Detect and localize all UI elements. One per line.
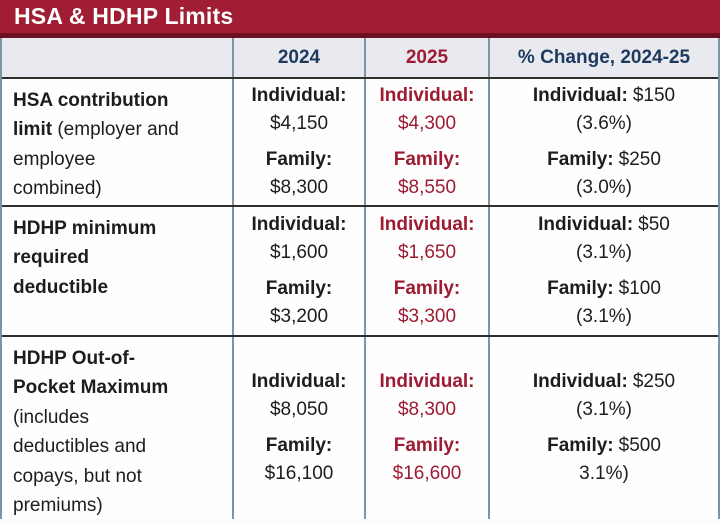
family-change-amount: $100 [618,277,661,299]
individual-label: Individual: [532,84,628,106]
cell-change-deductible: Individual: $50 (3.1%) Family: $100 (3.1%) [488,207,718,335]
family-pair: Family: $3,200 [266,275,333,332]
family-change-line: Family: $100 [547,275,661,304]
table-title: HSA & HDHP Limits [14,3,234,29]
family-label: Family: [265,434,333,456]
cell-2024-deductible: Individual: $1,600 Family: $3,200 [232,207,364,335]
table-row-hdhp-oop-max: HDHP Out-of- Pocket Maximum (includes de… [2,335,718,519]
individual-change-pct: (3.1%) [576,242,632,263]
individual-label: Individual: [251,84,347,106]
individual-change-line: Individual: $250 [533,368,675,397]
family-change-amount: $250 [618,148,661,170]
individual-pair: Individual: $1,650 [380,211,475,268]
individual-change: Individual: $150 (3.6%) [533,82,675,139]
individual-change-amount: $50 [638,213,670,235]
family-change-line: Family: $500 [547,432,661,461]
individual-value: $4,150 [269,113,329,134]
family-label: Family: [547,434,614,456]
row-label-hdhp-oop-max: HDHP Out-of- Pocket Maximum (includes de… [2,337,232,519]
family-value: $3,200 [269,306,329,327]
cell-2024-oop: Individual: $8,050 Family: $16,100 [232,337,364,519]
limits-table: 2024 2025 % Change, 2024-25 HSA contribu… [0,38,720,519]
family-label: Family: [547,148,614,170]
cell-2025-oop: Individual: $8,300 Family: $16,600 [364,337,488,519]
family-change-pct: (3.1%) [576,306,632,327]
individual-change-pct: (3.1%) [576,399,632,420]
family-value: $8,300 [269,177,329,198]
family-change: Family: $500 3.1%) [547,432,661,489]
individual-change-line: Individual: $50 [538,211,670,240]
family-label: Family: [265,148,333,170]
individual-value: $1,650 [397,242,457,263]
family-pair: Family: $3,300 [394,275,461,332]
individual-pair: Individual: $4,150 [252,82,347,139]
family-change-line: Family: $250 [547,146,661,175]
individual-label: Individual: [379,213,475,235]
cell-change-hsa: Individual: $150 (3.6%) Family: $250 (3.0%… [488,79,718,205]
row-label-bold: HDHP Out-of- Pocket Maximum [13,348,169,399]
family-label: Family: [393,434,461,456]
row-label-bold: HSA contribution limit [13,90,169,141]
individual-pair: Individual: $1,600 [252,211,347,268]
row-label-hsa-contribution: HSA contribution limit (employer and emp… [2,79,232,205]
header-cell-label [2,38,232,77]
table-row-hdhp-deductible: HDHP minimum required deductible Individ… [2,205,718,335]
individual-label: Individual: [538,213,634,235]
individual-label: Individual: [532,370,628,392]
individual-label: Individual: [251,213,347,235]
family-value: $8,550 [397,177,457,198]
family-value: $16,100 [264,463,334,484]
family-pair: Family: $8,300 [266,146,333,203]
individual-label: Individual: [379,370,475,392]
family-pair: Family: $16,100 [265,432,334,489]
table-header-row: 2024 2025 % Change, 2024-25 [2,38,718,79]
individual-pair: Individual: $8,300 [380,368,475,425]
family-label: Family: [547,277,614,299]
cell-2024-hsa: Individual: $4,150 Family: $8,300 [232,79,364,205]
individual-value: $1,600 [269,242,329,263]
row-label-hdhp-deductible: HDHP minimum required deductible [2,207,232,335]
individual-change-pct: (3.6%) [576,113,632,134]
family-label: Family: [265,277,333,299]
header-cell-change: % Change, 2024-25 [488,38,718,77]
family-change: Family: $100 (3.1%) [547,275,661,332]
family-change-pct: (3.0%) [576,177,632,198]
individual-change-amount: $250 [632,370,676,392]
individual-label: Individual: [379,84,475,106]
individual-value: $8,300 [397,399,457,420]
cell-2025-hsa: Individual: $4,300 Family: $8,550 [364,79,488,205]
individual-change: Individual: $250 (3.1%) [533,368,675,425]
family-value: $3,300 [397,306,457,327]
family-label: Family: [393,277,461,299]
cell-change-oop: Individual: $250 (3.1%) Family: $500 3.1%) [488,337,718,519]
individual-change: Individual: $50 (3.1%) [538,211,670,268]
individual-value: $8,050 [269,399,329,420]
individual-label: Individual: [251,370,347,392]
row-label-note: (includes deductibles and copays, but no… [13,406,147,517]
family-change: Family: $250 (3.0%) [547,146,661,203]
family-change-amount: $500 [618,434,661,456]
cell-2025-deductible: Individual: $1,650 Family: $3,300 [364,207,488,335]
individual-pair: Individual: $4,300 [380,82,475,139]
header-cell-2025: 2025 [364,38,488,77]
family-pair: Family: $8,550 [394,146,461,203]
family-value: $16,600 [392,463,462,484]
individual-pair: Individual: $8,050 [252,368,347,425]
individual-change-amount: $150 [632,84,676,106]
individual-change-line: Individual: $150 [533,82,675,111]
header-cell-2024: 2024 [232,38,364,77]
row-label-note: (employer and employee combined) [13,119,179,200]
row-label-bold: HDHP minimum required deductible [13,218,157,298]
table-row-hsa-contribution: HSA contribution limit (employer and emp… [2,79,718,205]
table-title-bar: HSA & HDHP Limits [0,0,720,38]
family-label: Family: [393,148,461,170]
family-pair: Family: $16,600 [393,432,462,489]
family-change-pct: 3.1%) [579,463,629,484]
individual-value: $4,300 [397,113,457,134]
